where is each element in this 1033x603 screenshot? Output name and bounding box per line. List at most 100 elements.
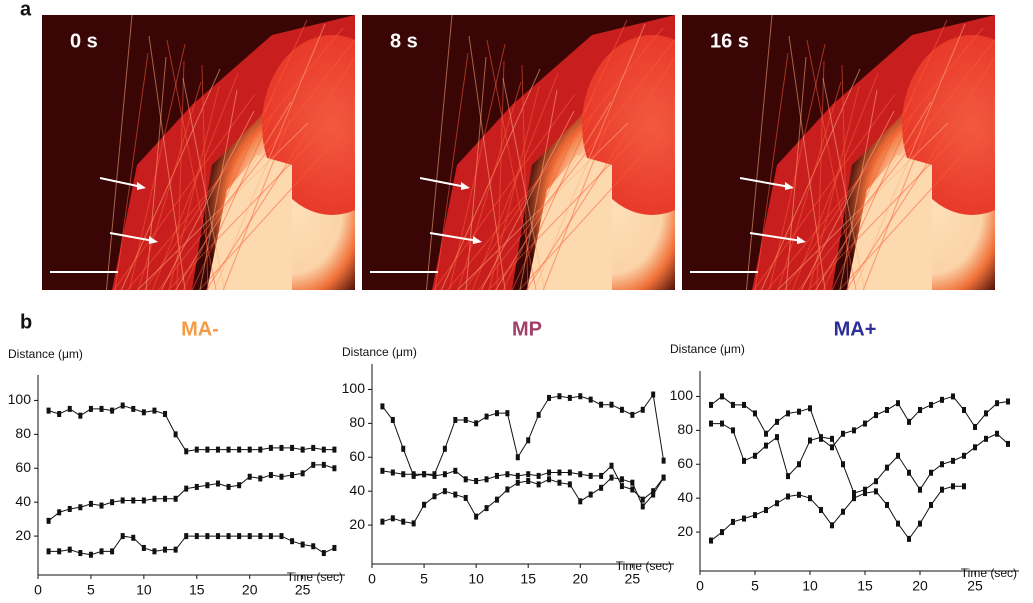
data-point <box>830 444 834 451</box>
data-point <box>630 411 635 418</box>
data-point <box>268 472 273 479</box>
image-label: 8 s <box>390 30 418 52</box>
micrograph-content <box>362 15 675 290</box>
data-point <box>152 548 157 555</box>
data-point <box>311 461 316 468</box>
data-point <box>709 401 713 408</box>
data-point <box>852 427 856 434</box>
filament <box>487 126 647 290</box>
data-point <box>268 444 273 451</box>
filament <box>222 118 291 290</box>
data-point <box>432 472 437 479</box>
data-point <box>226 446 231 453</box>
data-point <box>764 507 768 514</box>
data-point <box>557 393 562 400</box>
data-point <box>720 393 724 400</box>
data-point <box>874 412 878 419</box>
x-tick-label: 20 <box>242 582 258 598</box>
data-point <box>237 533 242 540</box>
data-point <box>332 446 337 453</box>
filament <box>213 23 326 290</box>
arrow-head <box>149 236 158 244</box>
data-point <box>742 401 746 408</box>
data-point <box>484 476 489 483</box>
filament <box>464 97 594 290</box>
panel-label: a <box>20 0 32 20</box>
data-point <box>380 518 385 525</box>
data-point <box>300 470 305 477</box>
data-point <box>131 405 136 412</box>
data-point <box>120 497 125 504</box>
data-point <box>557 469 562 476</box>
filament <box>166 39 217 290</box>
data-point <box>995 400 999 407</box>
data-point <box>907 535 911 542</box>
filament <box>182 19 308 290</box>
filament <box>126 27 344 290</box>
x-tick-label: 5 <box>87 582 95 598</box>
data-point <box>194 483 199 490</box>
data-point <box>640 496 645 503</box>
data-point <box>173 495 178 502</box>
data-point <box>173 431 178 438</box>
data-point <box>753 452 757 459</box>
data-point <box>797 491 801 498</box>
data-point <box>918 486 922 493</box>
data-point <box>300 541 305 548</box>
data-point <box>995 430 999 437</box>
data-point <box>515 454 520 461</box>
data-point <box>215 446 220 453</box>
data-point <box>247 473 252 480</box>
data-point <box>984 410 988 417</box>
data-point <box>411 520 416 527</box>
data-point <box>640 406 645 413</box>
data-point <box>547 469 552 476</box>
data-point <box>131 497 136 504</box>
filament <box>800 110 895 290</box>
data-point <box>453 491 458 498</box>
data-point <box>896 520 900 527</box>
y-tick-label: 60 <box>15 459 31 475</box>
data-point <box>463 416 468 423</box>
data-point <box>110 548 115 555</box>
filament <box>113 93 256 290</box>
data-point <box>1006 440 1010 447</box>
data-point <box>311 543 316 550</box>
filament <box>446 27 664 290</box>
data-point <box>474 478 479 484</box>
data-point <box>786 493 790 500</box>
data-point <box>753 512 757 519</box>
data-point <box>184 533 189 540</box>
filament <box>468 35 506 290</box>
arrow-head <box>473 236 482 244</box>
data-point <box>453 467 458 474</box>
y-axis-label: Distance (μm) <box>670 342 745 356</box>
data-point <box>237 446 242 453</box>
data-point <box>279 444 284 451</box>
data-point <box>120 402 125 409</box>
micrograph-content <box>42 15 355 290</box>
x-tick-label: 5 <box>420 571 428 587</box>
data-point <box>526 478 531 484</box>
data-point <box>141 409 146 416</box>
filament <box>511 114 593 290</box>
data-point <box>401 518 406 525</box>
data-point <box>494 496 499 503</box>
data-point <box>1006 398 1010 405</box>
filament <box>167 126 327 290</box>
data-point <box>775 500 779 507</box>
filament <box>182 77 225 290</box>
arrow <box>419 177 467 188</box>
data-point <box>830 435 834 442</box>
arrow <box>739 177 791 188</box>
data-point <box>609 401 614 408</box>
data-point <box>819 507 823 514</box>
data-point <box>661 457 666 464</box>
filament <box>176 60 185 290</box>
data-point <box>852 495 856 502</box>
series-line <box>48 535 335 556</box>
data-point <box>279 473 284 480</box>
data-point <box>205 533 210 540</box>
x-tick-label: 25 <box>625 571 641 587</box>
